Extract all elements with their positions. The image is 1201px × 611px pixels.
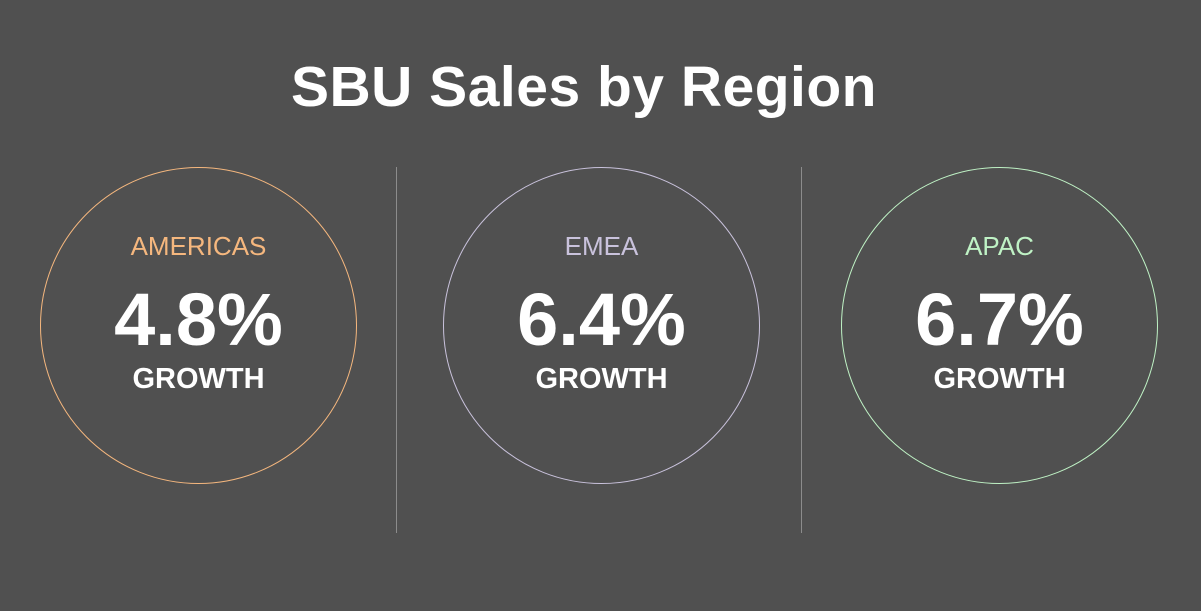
growth-label: GROWTH: [535, 363, 668, 395]
region-card-americas: AMERICAS 4.8% GROWTH: [40, 167, 357, 484]
region-name: EMEA: [564, 231, 639, 261]
growth-label: GROWTH: [132, 363, 265, 395]
growth-value: 4.8%: [114, 278, 283, 361]
growth-value: 6.4%: [517, 278, 686, 361]
divider: [801, 167, 802, 533]
divider: [396, 167, 397, 533]
page-title: SBU Sales by Region: [291, 55, 877, 119]
region-name: APAC: [965, 231, 1034, 261]
region-card-apac: APAC 6.7% GROWTH: [841, 167, 1158, 484]
region-name: AMERICAS: [130, 231, 267, 261]
region-card-emea: EMEA 6.4% GROWTH: [443, 167, 760, 484]
growth-label: GROWTH: [933, 363, 1066, 395]
growth-value: 6.7%: [915, 278, 1084, 361]
